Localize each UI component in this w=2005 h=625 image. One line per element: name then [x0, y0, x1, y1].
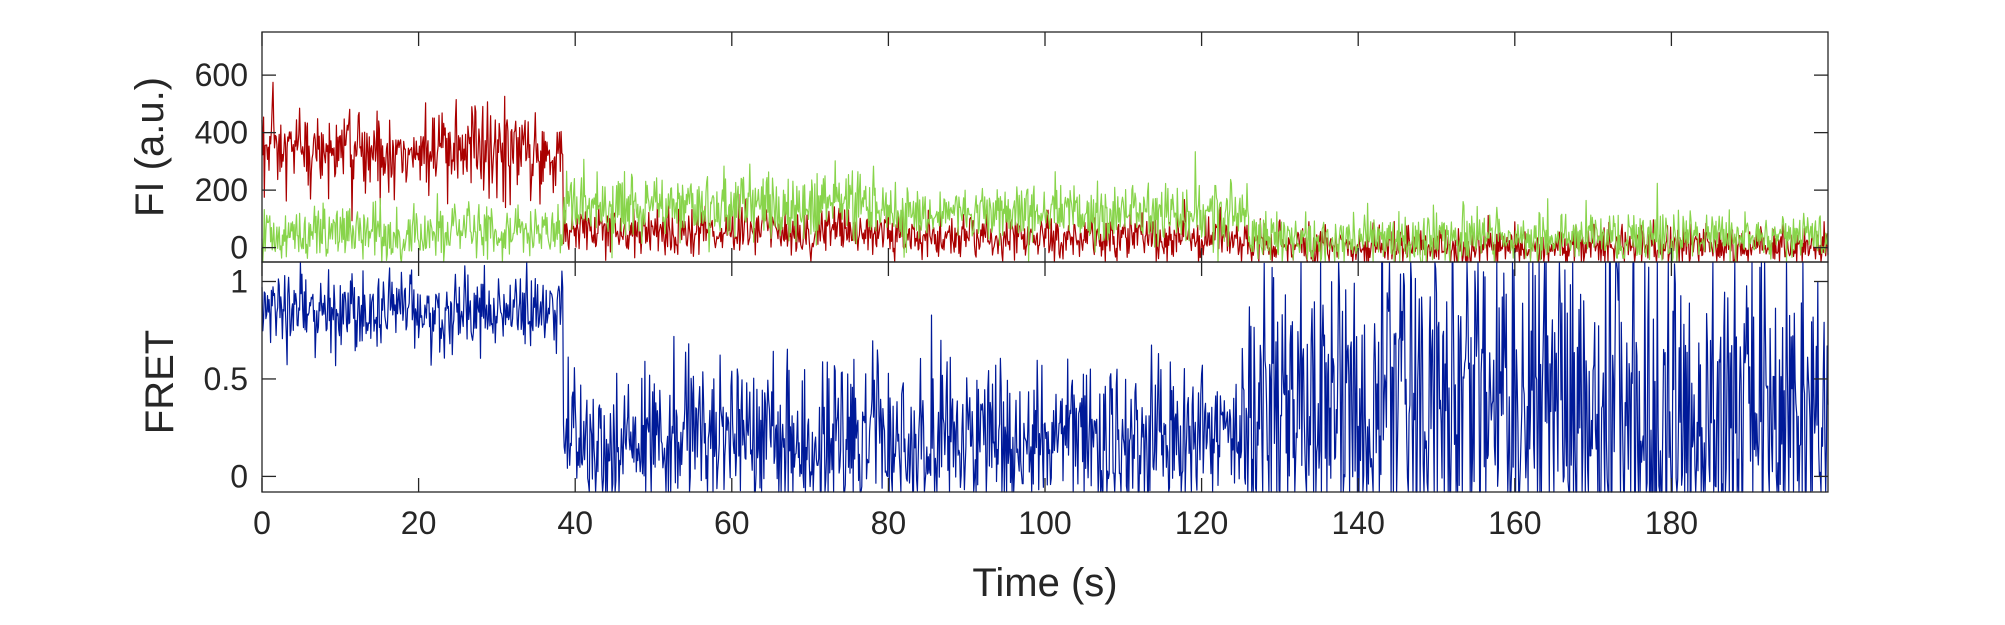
time-x-tick-label: 120: [1175, 505, 1228, 541]
time-x-tick-label: 60: [714, 505, 750, 541]
time-x-tick-label: 140: [1332, 505, 1385, 541]
time-x-tick-label: 80: [871, 505, 907, 541]
intensity-series-line-1: [261, 81, 1829, 263]
time-x-tick-label: 160: [1488, 505, 1541, 541]
time-x-tick-label: 100: [1018, 505, 1071, 541]
time-x-tick-label: 0: [253, 505, 271, 541]
fret-y-ticks: 00.51: [204, 263, 1828, 494]
fret-y-axis-label: FRET: [138, 330, 182, 434]
intensity-y-tick-label: 200: [195, 172, 248, 208]
intensity-y-axis-label: FI (a.u.): [128, 77, 172, 217]
fret-y-tick-label: 1: [230, 263, 248, 299]
fret-series-group: [261, 261, 1829, 493]
time-x-tick-label: 20: [401, 505, 437, 541]
fret-y-tick-label: 0.5: [204, 361, 248, 397]
fret-panel: 00.51 0 20 40 60 80 100 120 140 160 180 FRET Time…: [138, 261, 1829, 605]
time-x-ticks: 0 20 40 60 80 100 120 140 160 180: [253, 262, 1698, 541]
time-x-tick-label: 40: [557, 505, 593, 541]
intensity-panel: 0 200 400 600 FI (a.u.): [128, 31, 1829, 266]
intensity-y-tick-label: 400: [195, 115, 248, 151]
intensity-series-line-2: [261, 151, 1829, 263]
time-x-tick-label: 180: [1645, 505, 1698, 541]
intensity-y-tick-label: 600: [195, 57, 248, 93]
intensity-series-group: [261, 81, 1829, 263]
fret-series-line-1: [261, 261, 1829, 493]
fret-y-tick-label: 0: [230, 458, 248, 494]
intensity-y-tick-label: 0: [230, 230, 248, 266]
intensity-y-ticks: 0 200 400 600: [195, 32, 1828, 266]
time-x-axis-label: Time (s): [972, 561, 1117, 605]
